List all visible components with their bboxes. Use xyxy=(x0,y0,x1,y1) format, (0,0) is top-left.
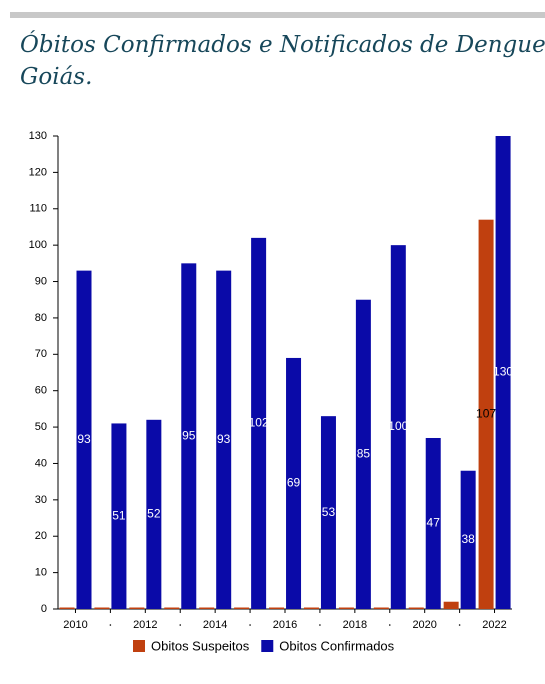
bar xyxy=(146,419,162,609)
legend-label: Obitos Confirmados xyxy=(279,638,394,653)
y-tick-label: 50 xyxy=(35,421,47,433)
value-label: 69 xyxy=(287,476,301,490)
value-label: 85 xyxy=(357,447,371,461)
value-label: 47 xyxy=(427,516,441,530)
legend-swatch xyxy=(133,640,145,652)
bar xyxy=(408,607,424,609)
y-tick-label: 60 xyxy=(35,385,47,397)
x-tick-dot xyxy=(319,624,321,626)
y-tick-label: 10 xyxy=(35,567,47,579)
x-tick-label: 2018 xyxy=(343,619,367,631)
bar xyxy=(181,263,197,609)
chart-title: Goiás. xyxy=(20,64,92,90)
bar xyxy=(286,357,302,609)
y-tick-label: 40 xyxy=(35,457,47,469)
x-tick-label: 2016 xyxy=(273,619,297,631)
bar xyxy=(460,470,476,609)
y-tick-label: 30 xyxy=(35,494,47,506)
bar xyxy=(94,607,110,609)
y-tick-label: 0 xyxy=(41,603,47,615)
y-tick-label: 20 xyxy=(35,530,47,542)
bar xyxy=(338,607,354,609)
bar xyxy=(199,607,215,609)
value-label: 102 xyxy=(249,416,269,430)
bar xyxy=(390,245,406,609)
x-tick-dot xyxy=(249,624,251,626)
y-tick-label: 130 xyxy=(29,130,47,142)
value-label: 38 xyxy=(461,532,475,546)
bar xyxy=(129,607,145,609)
bar xyxy=(495,136,511,609)
chart-title: Óbitos Confirmados e Notificados de Deng… xyxy=(20,31,545,58)
value-label: 95 xyxy=(182,428,196,442)
header-bar xyxy=(10,12,545,18)
bar xyxy=(76,270,92,609)
x-tick-label: 2014 xyxy=(203,619,227,631)
bar xyxy=(355,299,371,609)
x-tick-dot xyxy=(458,624,461,626)
x-tick-label: 2020 xyxy=(412,619,436,631)
bar xyxy=(269,607,285,609)
value-label: 51 xyxy=(112,508,126,522)
bar xyxy=(478,219,494,609)
bar xyxy=(234,607,250,609)
x-tick-label: 2022 xyxy=(482,619,506,631)
x-tick-dot xyxy=(388,624,391,626)
bar xyxy=(251,237,267,609)
value-label: 93 xyxy=(77,432,91,446)
bar xyxy=(216,270,232,609)
value-label: 130 xyxy=(493,365,513,379)
x-tick-label: 2010 xyxy=(63,619,87,631)
y-tick-label: 120 xyxy=(29,166,47,178)
bar xyxy=(320,416,336,609)
x-tick-dot xyxy=(109,624,112,626)
y-tick-label: 90 xyxy=(35,275,47,287)
y-tick-label: 110 xyxy=(29,203,47,215)
bar xyxy=(164,607,180,609)
bar xyxy=(443,601,459,609)
value-label: 53 xyxy=(322,505,336,519)
y-tick-label: 80 xyxy=(35,312,47,324)
x-tick-dot xyxy=(179,624,182,626)
bar xyxy=(303,607,319,609)
x-tick-label: 2012 xyxy=(133,619,157,631)
bar xyxy=(373,607,389,609)
legend-label: Obitos Suspeitos xyxy=(151,638,250,653)
bar xyxy=(425,437,441,609)
value-label: 93 xyxy=(217,432,231,446)
y-tick-label: 100 xyxy=(29,239,47,251)
value-label: 107 xyxy=(476,407,496,421)
bar xyxy=(59,607,75,609)
value-label: 52 xyxy=(147,507,161,521)
bar xyxy=(111,423,127,609)
y-tick-label: 70 xyxy=(35,348,47,360)
value-label: 100 xyxy=(388,419,408,433)
legend-swatch xyxy=(261,640,274,652)
